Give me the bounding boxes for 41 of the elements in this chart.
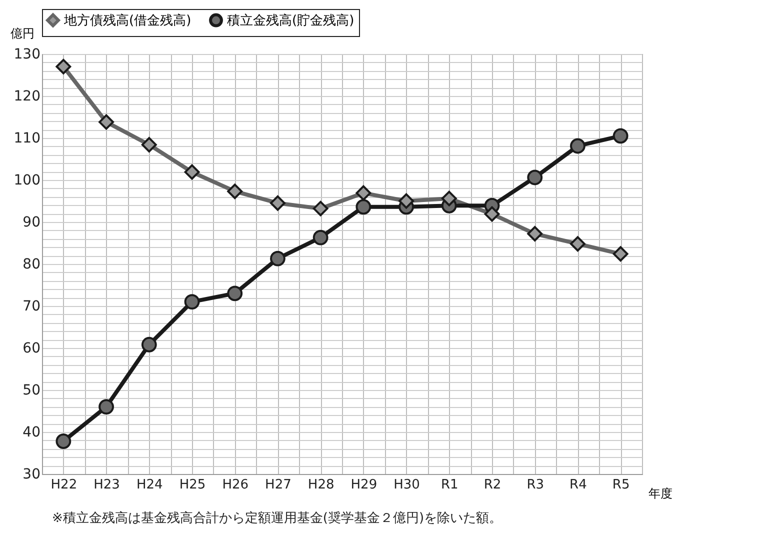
x-tick-label: H22	[50, 478, 78, 492]
point	[184, 294, 200, 310]
y-tick-label: 100	[14, 172, 40, 188]
point	[356, 199, 372, 215]
point	[612, 128, 628, 144]
y-tick-label: 120	[14, 88, 40, 104]
x-tick-label: R2	[484, 478, 502, 492]
point	[270, 250, 286, 266]
y-tick-label: 90	[22, 214, 40, 230]
text: ※積立金残高は基金残高合計から定額運用基金(奨学基金２億円)を除いた額。	[52, 510, 502, 526]
point	[312, 230, 328, 246]
point	[527, 170, 543, 186]
y-tick-label: 70	[22, 298, 40, 314]
y-tick-label: 60	[22, 340, 40, 356]
point	[570, 138, 586, 154]
legend-label: 地方債残高(借金残高)	[63, 12, 192, 28]
y-tick-label: 30	[22, 466, 40, 482]
x-tick-label: R5	[612, 478, 630, 492]
x-tick-label: R4	[570, 478, 587, 492]
legend-label: 積立金残高(貯金残高)	[227, 12, 354, 28]
x-axis-title: 年度	[648, 486, 672, 500]
x-tick-label: R3	[526, 478, 544, 492]
point	[98, 399, 114, 414]
point	[141, 336, 157, 352]
x-tick-label: H30	[394, 478, 420, 492]
y-tick-label: 80	[22, 256, 40, 272]
x-tick-label: H27	[265, 478, 292, 492]
y-tick-label: 40	[22, 424, 40, 440]
x-tick-label: H28	[308, 478, 334, 492]
point	[56, 434, 72, 449]
y-tick-label: 130	[14, 46, 40, 62]
x-tick-label: H26	[222, 478, 249, 492]
x-tick-label: H29	[350, 478, 378, 492]
y-tick-label: 50	[22, 382, 40, 398]
y-axis-title: 億円	[10, 26, 34, 40]
x-tick-label: H23	[94, 478, 120, 492]
point	[227, 286, 243, 302]
x-tick-label: H24	[136, 478, 163, 492]
y-tick-label: 110	[14, 130, 40, 146]
x-tick-label: R1	[440, 478, 458, 492]
x-tick-label: H25	[179, 478, 206, 492]
